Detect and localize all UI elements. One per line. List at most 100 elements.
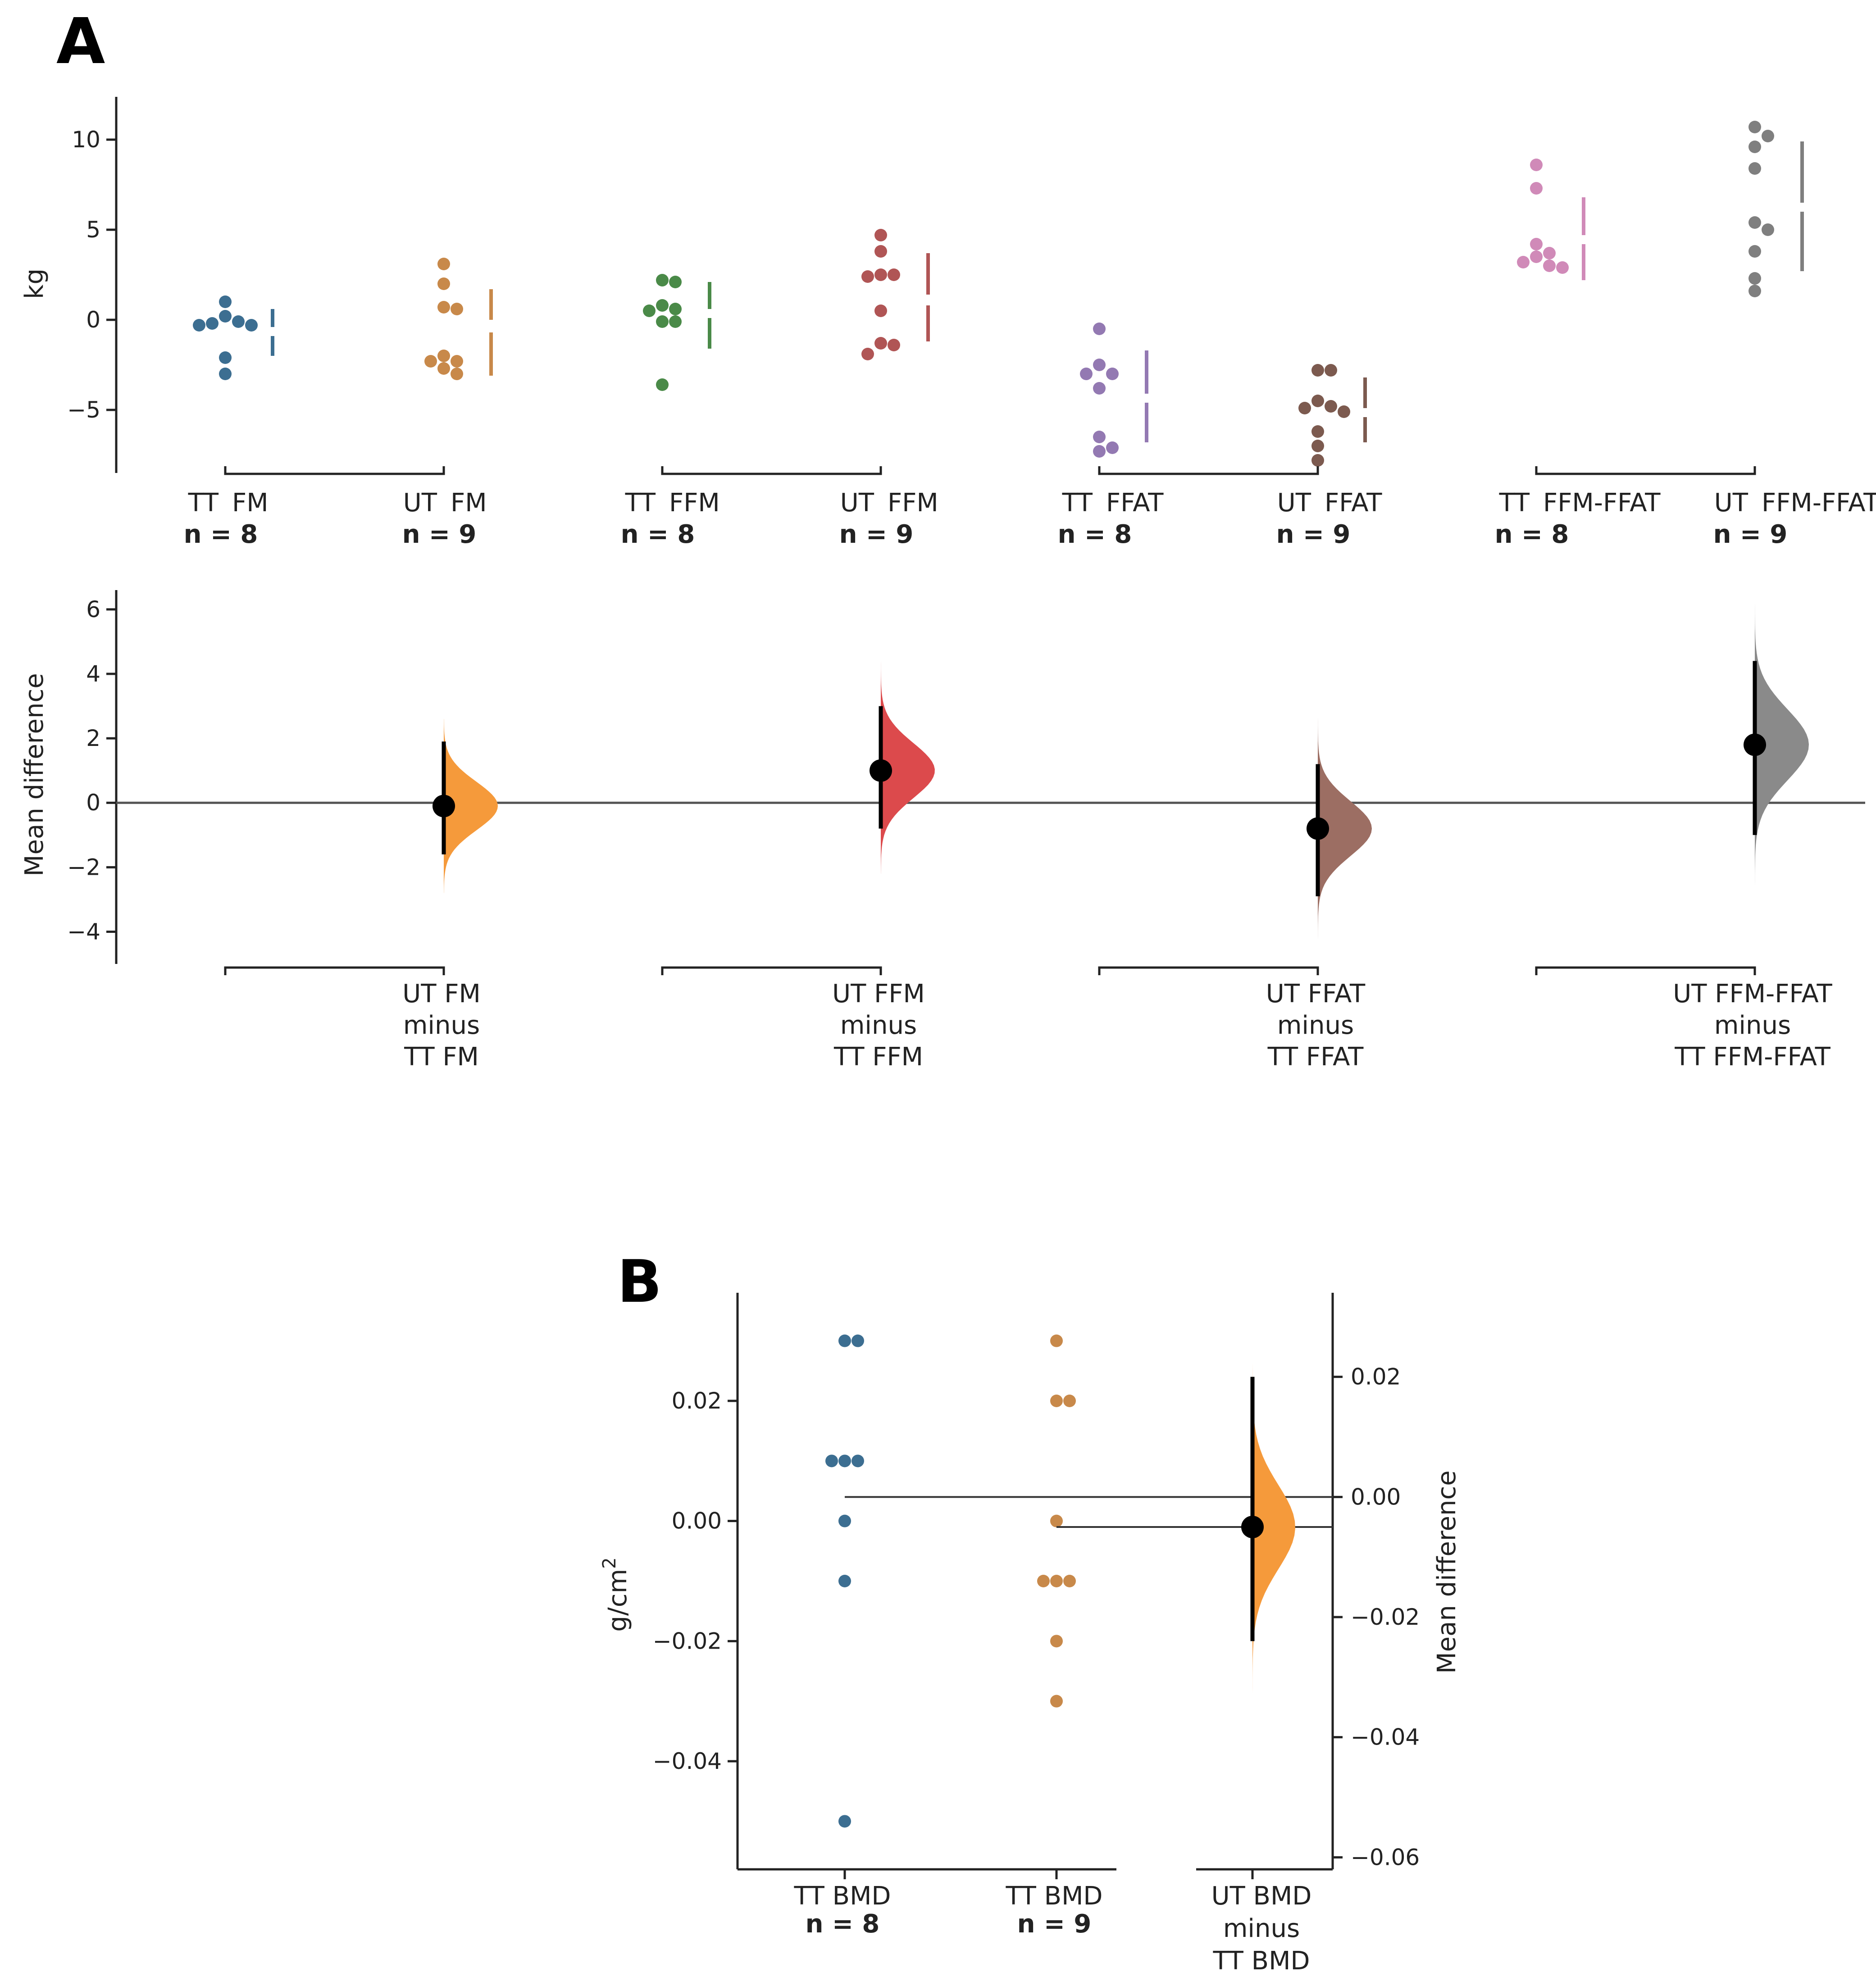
chart-a-diff-y-tick-label: −4 xyxy=(67,918,100,945)
chart-a-diff-label-line: TT FFM-FFAT xyxy=(1674,1042,1830,1072)
chart-a-group-n: n = 8 xyxy=(1058,520,1132,549)
chart-a-group-label-prefix: TT xyxy=(188,488,219,518)
chart-a-point xyxy=(1325,364,1337,377)
chart-b-point xyxy=(851,1334,864,1347)
chart-a-diff-mean xyxy=(870,759,892,782)
chart-b-y-tick-label: 0.00 xyxy=(672,1508,722,1534)
chart-b-point xyxy=(1050,1334,1063,1347)
chart-b-point xyxy=(838,1454,851,1468)
chart-a-point xyxy=(437,258,450,270)
chart-a-point xyxy=(451,303,463,315)
chart-a-diff-label-line: TT FM xyxy=(404,1042,479,1072)
chart-a-point xyxy=(1749,245,1761,258)
chart-a-group-label-var: FFM-FFAT xyxy=(1543,488,1661,518)
chart-a-group-label-var: FFM-FFAT xyxy=(1762,488,1876,518)
panel-label-a: A xyxy=(56,5,105,78)
chart-a-diff-label-line: UT FM xyxy=(402,979,481,1009)
chart-b-point xyxy=(1050,1635,1063,1648)
chart-b-right-y-tick-label: −0.06 xyxy=(1351,1844,1420,1870)
chart-a-diff-mean xyxy=(1307,817,1329,840)
chart-a-y-tick-label: 5 xyxy=(86,217,100,243)
chart-a-diff-y-tick-label: −2 xyxy=(67,854,100,880)
chart-b-ylabel: g/cm2 xyxy=(599,1557,633,1632)
chart-a-point xyxy=(424,355,437,368)
chart-a-pair-bracket xyxy=(661,466,882,475)
chart-b-group-n: n = 9 xyxy=(1017,1909,1092,1939)
chart-b-y-tick-label: −0.02 xyxy=(653,1628,722,1654)
chart-a-group-n: n = 8 xyxy=(621,520,695,549)
chart-a-point xyxy=(206,317,219,330)
chart-a-point xyxy=(1749,141,1761,153)
chart-b-point xyxy=(851,1454,864,1468)
chart-a-pair-bracket xyxy=(1535,466,1756,475)
chart-a-point xyxy=(1325,400,1337,413)
chart-a-group-n: n = 8 xyxy=(1495,520,1569,549)
chart-a-diff-label-line: minus xyxy=(840,1011,917,1040)
chart-a-diff-bracket xyxy=(1098,966,1319,975)
chart-a-point xyxy=(451,355,463,368)
chart-a-group-label-prefix: UT xyxy=(840,488,874,518)
chart-a-diff-mean xyxy=(1744,733,1766,756)
chart-b-y-tick-label: 0.02 xyxy=(672,1388,722,1414)
chart-a-point xyxy=(245,319,258,332)
chart-b-point xyxy=(1050,1575,1063,1587)
chart-a-group-n: n = 9 xyxy=(1713,520,1788,549)
chart-a-group-label-var: FM xyxy=(451,488,487,518)
chart-a-diff-y-tick-label: 0 xyxy=(86,790,100,816)
chart-a-point xyxy=(861,348,874,360)
chart-a-y-tick-label: −5 xyxy=(67,397,100,423)
chart-b-diff-label-line: TT BMD xyxy=(1212,1946,1310,1976)
chart-a-pair-bracket xyxy=(224,466,445,475)
chart-a-point xyxy=(1530,238,1543,250)
chart-a-point xyxy=(437,350,450,362)
chart-a-point xyxy=(219,310,232,323)
chart-a-point xyxy=(1093,382,1106,395)
chart-a-point xyxy=(656,274,669,286)
chart-a-group-label-prefix: UT xyxy=(1277,488,1311,518)
chart-a-group-label-prefix: UT xyxy=(403,488,437,518)
chart-a-group-label-var: FFAT xyxy=(1106,488,1164,518)
chart-a-point xyxy=(669,303,682,315)
chart-b-point xyxy=(838,1514,851,1527)
chart-a-point xyxy=(1556,261,1569,274)
chart-a-point xyxy=(1106,368,1119,380)
chart-a-diff-y-tick-label: 4 xyxy=(86,661,100,687)
chart-a-group-n: n = 9 xyxy=(402,520,477,549)
chart-a-point xyxy=(1311,364,1324,377)
chart-a-group-label-prefix: UT xyxy=(1714,488,1749,518)
chart-a-point xyxy=(1093,431,1106,443)
chart-a-point xyxy=(669,276,682,288)
chart-a-point xyxy=(874,304,887,317)
chart-a-group-n: n = 9 xyxy=(1276,520,1351,549)
chart-a-point xyxy=(1311,425,1324,438)
chart-a-point xyxy=(1543,259,1556,272)
chart-a-point xyxy=(451,368,463,380)
chart-a-diff-y-tick-label: 2 xyxy=(86,725,100,751)
chart-b-y-tick-label: −0.04 xyxy=(653,1748,722,1774)
chart-a-y-tick-label: 0 xyxy=(86,307,100,333)
chart-a-point xyxy=(1762,130,1774,142)
chart-a-point xyxy=(193,319,205,332)
chart-a-point xyxy=(669,315,682,328)
chart-b-right-y-tick-label: −0.02 xyxy=(1351,1604,1420,1630)
chart-a-point xyxy=(1749,162,1761,175)
chart-b-point xyxy=(1050,1395,1063,1407)
chart-a-group-n: n = 9 xyxy=(839,520,914,549)
chart-a-point xyxy=(437,301,450,314)
chart-b-point xyxy=(1063,1575,1076,1587)
chart-b-point xyxy=(825,1454,838,1468)
chart-a-pair-bracket xyxy=(1098,466,1319,475)
chart-a-diff-y-tick-label: 6 xyxy=(86,596,100,623)
chart-b-ylabel-sup: 2 xyxy=(599,1557,620,1568)
chart-a-point xyxy=(232,315,245,328)
chart-a-point xyxy=(1338,405,1350,418)
chart-a-diff-label-line: UT FFM xyxy=(832,979,925,1009)
chart-a-point xyxy=(219,295,232,308)
chart-a-diff-label-line: minus xyxy=(1714,1011,1791,1040)
chart-a-diff-label-line: TT FFM xyxy=(833,1042,923,1072)
chart-a-point xyxy=(874,337,887,350)
chart-a-diff-ylabel: Mean difference xyxy=(20,673,49,877)
